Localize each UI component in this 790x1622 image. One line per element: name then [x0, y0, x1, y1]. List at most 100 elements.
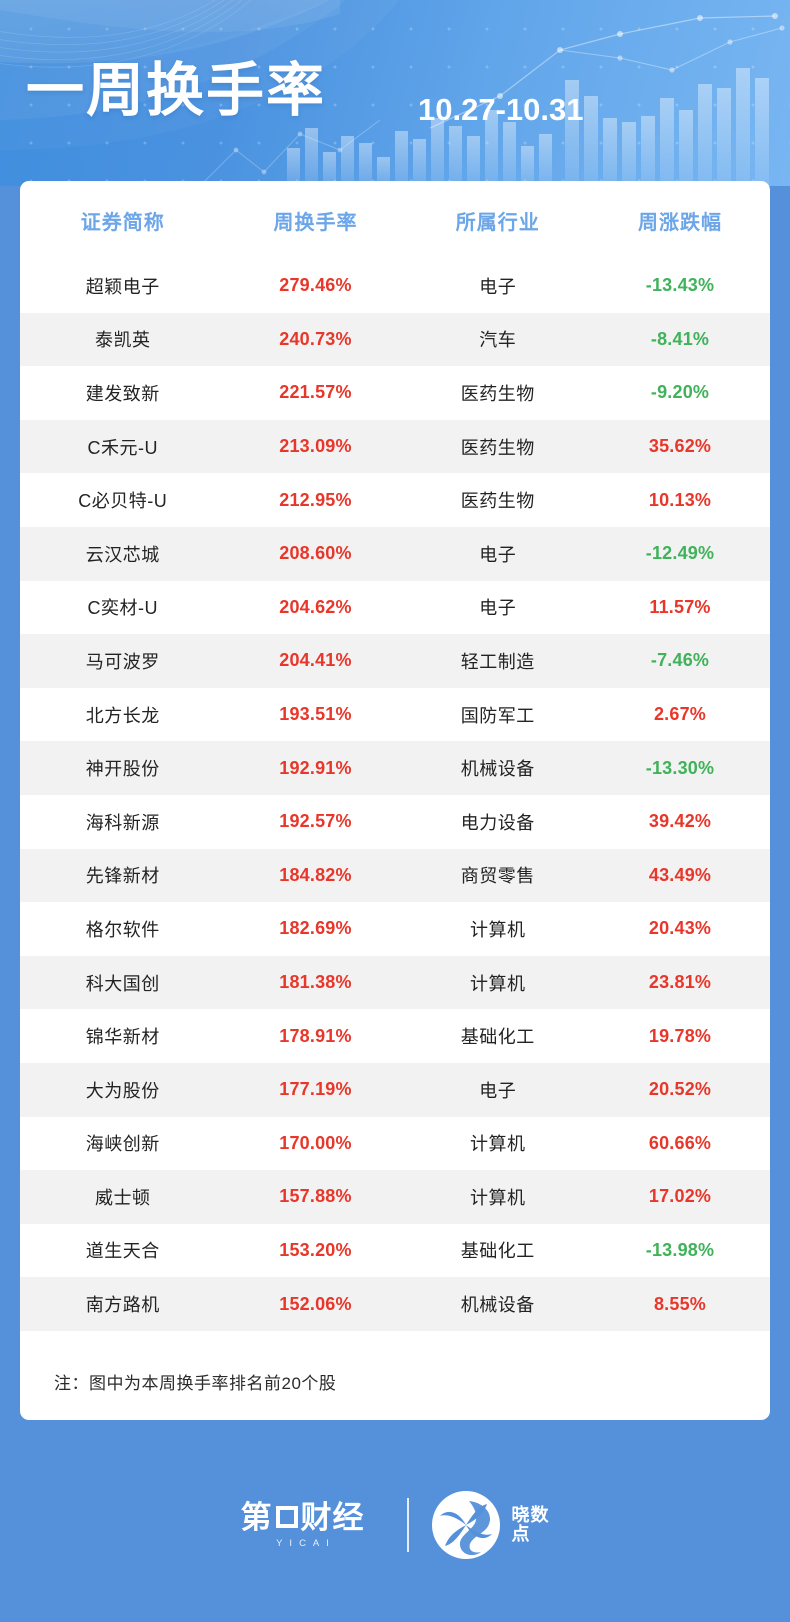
- cell-turnover-rate: 221.57%: [279, 382, 352, 403]
- table-row: 道生天合 153.20% 基础化工 -13.98%: [20, 1224, 770, 1278]
- cell-security-name: C必贝特-U: [78, 491, 168, 512]
- cell-industry: 计算机: [470, 1134, 526, 1155]
- cell-turnover-rate: 192.91%: [225, 741, 406, 795]
- cell-industry: 电力设备: [460, 812, 535, 833]
- cell-security-name: 大为股份: [20, 1062, 226, 1117]
- footer-divider: [406, 1498, 409, 1552]
- cell-industry: 机械设备: [405, 1277, 590, 1331]
- cell-weekly-change: -13.98%: [645, 1239, 715, 1260]
- cell-security-name: 锦华新材: [85, 1027, 160, 1048]
- cell-security-name: 云汉芯城: [20, 526, 226, 581]
- table-footnote: 注：图中为本周换手率排名前20个股: [54, 1374, 337, 1393]
- cell-security-name: 泰凯英: [20, 312, 226, 367]
- cell-industry: 汽车: [405, 312, 590, 367]
- table-row: 南方路机 152.06% 机械设备 8.55%: [20, 1277, 770, 1331]
- cell-security-name: 南方路机: [20, 1277, 226, 1331]
- cell-industry: 国防军工: [460, 705, 535, 726]
- cell-turnover-rate: 204.62%: [279, 596, 352, 617]
- table-row: 科大国创 181.38% 计算机 23.81%: [20, 955, 770, 1010]
- cell-security-name: 先锋新材: [20, 848, 226, 903]
- cell-weekly-change: 35.62%: [590, 419, 770, 474]
- cell-security-name: 道生天合: [85, 1241, 160, 1262]
- cell-industry: 医药生物: [405, 419, 590, 474]
- cell-turnover-rate: 208.60%: [225, 526, 406, 581]
- data-card: 证券简称 周换手率 所属行业 周涨跌幅 超颖电子 279.46% 电子 -13.43%…: [20, 181, 770, 1420]
- column-header-industry: 所属行业: [455, 211, 540, 234]
- column-header-name: 证券简称: [80, 211, 165, 234]
- yicai-char-caijing: 财经: [300, 1499, 365, 1535]
- cell-weekly-change: 10.13%: [648, 489, 712, 510]
- cell-weekly-change: 8.55%: [590, 1277, 770, 1331]
- cell-turnover-rate: 178.91%: [279, 1025, 352, 1046]
- table-row: 海科新源 192.57% 电力设备 39.42%: [20, 795, 770, 849]
- cell-turnover-rate: 212.95%: [279, 489, 352, 510]
- yicai-square-icon: [275, 1506, 298, 1528]
- table-row: 云汉芯城 208.60% 电子 -12.49%: [20, 526, 770, 581]
- table-row: 马可波罗 204.41% 轻工制造 -7.46%: [20, 634, 770, 688]
- xiaoshudian-logo: 晓数 点: [429, 1488, 550, 1562]
- cell-industry: 医药生物: [460, 383, 535, 404]
- cell-turnover-rate: 181.38%: [225, 955, 406, 1010]
- cell-turnover-rate: 279.46%: [279, 275, 352, 296]
- cell-security-name: 超颖电子: [85, 276, 160, 297]
- cell-weekly-change: 20.43%: [648, 918, 712, 939]
- cell-security-name: 威士顿: [20, 1170, 226, 1224]
- cell-industry: 医药生物: [460, 491, 535, 512]
- cell-security-name: 马可波罗: [20, 634, 226, 688]
- xiaoshudian-line-1: 晓数: [511, 1504, 550, 1525]
- table-row: 先锋新材 184.82% 商贸零售 43.49%: [20, 848, 770, 903]
- header-banner: 一周换手率 10.27-10.31: [0, 0, 790, 186]
- xiaoshudian-label: 晓数 点: [511, 1504, 550, 1545]
- cell-turnover-rate: 177.19%: [225, 1062, 406, 1117]
- cell-industry: 计算机: [470, 919, 526, 940]
- cell-turnover-rate: 213.09%: [225, 419, 406, 474]
- table-row: C奕材-U 204.62% 电子 11.57%: [20, 581, 770, 635]
- cell-weekly-change: 17.02%: [590, 1170, 770, 1224]
- cell-weekly-change: 20.52%: [590, 1062, 770, 1117]
- table-header-row: 证券简称 周换手率 所属行业 周涨跌幅: [20, 181, 770, 259]
- table-row: 建发致新 221.57% 医药生物 -9.20%: [20, 366, 770, 420]
- cell-turnover-rate: 182.69%: [279, 918, 352, 939]
- table-row: 超颖电子 279.46% 电子 -13.43%: [20, 259, 770, 313]
- cell-industry: 计算机: [405, 955, 590, 1010]
- xiaoshudian-line-2: 点: [511, 1524, 531, 1544]
- column-header-change: 周涨跌幅: [638, 211, 722, 234]
- cell-turnover-rate: 192.57%: [279, 811, 352, 832]
- cell-industry: 电子: [479, 276, 517, 297]
- cell-security-name: 建发致新: [85, 383, 160, 404]
- footer-logos: 第 财经 YICAI 晓数 点: [0, 1470, 790, 1580]
- table-head: 证券简称 周换手率 所属行业 周涨跌幅: [20, 181, 770, 259]
- cell-security-name: C奕材-U: [87, 598, 158, 619]
- cell-weekly-change: -13.30%: [590, 741, 770, 795]
- cell-security-name: 神开股份: [20, 741, 226, 795]
- cell-weekly-change: 23.81%: [590, 955, 770, 1010]
- cell-weekly-change: 2.67%: [653, 704, 707, 725]
- xiaoshudian-circle-icon: [431, 1491, 500, 1559]
- cell-security-name: 北方长龙: [85, 705, 160, 726]
- cell-turnover-rate: 184.82%: [225, 848, 406, 903]
- cell-industry: 机械设备: [405, 741, 590, 795]
- cell-industry: 基础化工: [460, 1241, 535, 1262]
- table-body: 超颖电子 279.46% 电子 -13.43% 泰凯英 240.73% 汽车 -8.41% 建发…: [20, 259, 770, 1331]
- cell-industry: 电子: [405, 526, 590, 581]
- yicai-logo-text: 第 财经: [241, 1502, 365, 1533]
- cell-turnover-rate: 240.73%: [225, 312, 406, 367]
- cell-industry: 商贸零售: [405, 848, 590, 903]
- date-range-label: 10.27-10.31: [418, 92, 584, 127]
- banner-decoration: [0, 0, 785, 186]
- cell-weekly-change: 19.78%: [648, 1025, 712, 1046]
- cell-weekly-change: -12.49%: [590, 526, 770, 581]
- cell-weekly-change: 43.49%: [590, 848, 770, 903]
- table-row: C禾元-U 213.09% 医药生物 35.62%: [20, 419, 770, 474]
- cell-weekly-change: -13.43%: [645, 275, 715, 296]
- column-header-rate: 周换手率: [273, 211, 358, 234]
- page-title: 一周换手率: [26, 58, 327, 123]
- table-row: 大为股份 177.19% 电子 20.52%: [20, 1062, 770, 1117]
- turnover-table: 证券简称 周换手率 所属行业 周涨跌幅 超颖电子 279.46% 电子 -13.43%…: [20, 181, 770, 1331]
- cell-security-name: 格尔软件: [85, 919, 160, 940]
- table-row: 威士顿 157.88% 计算机 17.02%: [20, 1170, 770, 1224]
- yicai-logo: 第 财经 YICAI: [241, 1502, 365, 1549]
- cell-weekly-change: -8.41%: [590, 312, 770, 367]
- table-row: 北方长龙 193.51% 国防军工 2.67%: [20, 688, 770, 742]
- cell-turnover-rate: 152.06%: [225, 1277, 406, 1331]
